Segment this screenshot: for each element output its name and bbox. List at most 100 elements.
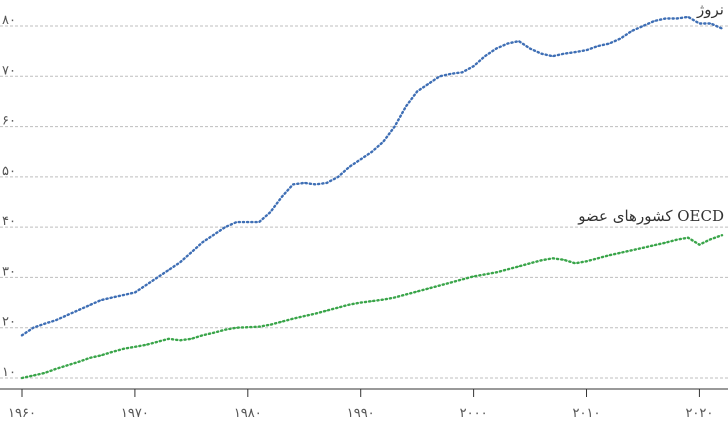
- series-1-point: [506, 268, 509, 270]
- series-0-point: [156, 276, 159, 278]
- series-1-point: [676, 239, 678, 241]
- series-0-point: [563, 53, 565, 55]
- series-0-point: [619, 38, 622, 40]
- series-1-point: [224, 329, 226, 331]
- series-0-point: [247, 221, 249, 223]
- y-tick-label: ۴۰: [2, 214, 16, 229]
- series-0-point: [77, 309, 80, 311]
- series-1-point: [710, 238, 712, 240]
- series-0-point: [664, 17, 667, 20]
- series-1-point: [698, 244, 701, 246]
- x-tick-label: ۲۰۲۰: [685, 406, 713, 421]
- y-tick-labels: ۱۰ ۲۰ ۳۰ ۴۰ ۵۰ ۶۰ ۷۰ ۸۰: [2, 13, 16, 380]
- series-1-point: [552, 257, 554, 259]
- series-1-point: [473, 275, 475, 277]
- y-tick-label: ۳۰: [2, 264, 16, 279]
- series-1-point: [55, 368, 57, 370]
- series-1-point: [348, 304, 350, 306]
- series-0-point: [21, 334, 23, 336]
- series-1-point: [156, 341, 159, 343]
- series-0-point: [676, 17, 678, 20]
- series-0-point: [427, 83, 430, 85]
- series-1-point: [518, 265, 520, 267]
- x-tick-label: ۲۰۱۰: [573, 406, 601, 421]
- y-tick-label: ۵۰: [2, 164, 16, 179]
- series-0-point: [258, 221, 260, 223]
- series-1-point: [337, 307, 339, 309]
- x-axis: ۱۹۶۰ ۱۹۷۰ ۱۹۸۰ ۱۹۹۰ ۲۰۰۰ ۲۰۱۰ ۲۰۲۰: [0, 388, 728, 421]
- series-1-point: [608, 254, 610, 256]
- series-0-point: [608, 43, 610, 45]
- series-1-point: [416, 290, 418, 293]
- series-0-point: [495, 48, 497, 50]
- series-0-point: [111, 296, 113, 299]
- series-line-0: [20, 15, 724, 337]
- series-line-1: [20, 234, 724, 380]
- series-1-point: [484, 273, 486, 275]
- series-0-point: [405, 105, 407, 108]
- series-0-point: [303, 182, 305, 184]
- series-1-point: [439, 284, 441, 287]
- series-1-point: [450, 281, 452, 284]
- series-0-point: [597, 45, 599, 47]
- series-0-point: [168, 269, 170, 271]
- series-0-point: [269, 211, 271, 213]
- y-tick-label: ۷۰: [2, 63, 16, 78]
- series-0-point: [687, 16, 689, 18]
- series-1-point: [597, 257, 599, 259]
- series-1-point: [77, 361, 80, 363]
- series-0-point: [179, 261, 181, 263]
- series-0-point: [224, 226, 226, 228]
- series-1-point: [540, 259, 543, 261]
- series-0-point: [100, 299, 102, 301]
- series-0-point: [529, 48, 531, 50]
- series-0-point: [213, 234, 215, 236]
- series-1-point: [687, 237, 689, 239]
- series-0-point: [653, 20, 655, 22]
- series-1-point: [721, 234, 723, 236]
- series-1-point: [461, 278, 463, 280]
- series-0-point: [235, 221, 238, 223]
- series-1-point: [168, 338, 170, 340]
- series-1-point: [631, 249, 633, 251]
- series-1-point: [269, 324, 271, 326]
- series-1-point: [495, 271, 497, 273]
- series-labels: نروژ کشورهای عضو OECD: [577, 1, 724, 226]
- series-1-point: [179, 339, 181, 341]
- series-0-point: [394, 126, 396, 128]
- series-1-point: [303, 315, 305, 317]
- series-1-point: [235, 327, 238, 329]
- series-0-point: [382, 141, 384, 143]
- series-1-point: [427, 287, 430, 290]
- series-1-point: [190, 338, 192, 340]
- series-1-point: [529, 262, 531, 264]
- y-tick-label: ۱۰: [2, 365, 16, 380]
- series-1-point: [111, 351, 113, 353]
- series-0-point: [55, 319, 57, 321]
- series-1-point: [134, 346, 136, 348]
- series-1-point: [574, 262, 576, 264]
- series-0-point: [631, 30, 633, 32]
- series-0-point: [190, 251, 192, 253]
- x-tick-label: ۲۰۰۰: [460, 406, 488, 421]
- series-label-0: نروژ: [696, 1, 724, 19]
- series-1-point: [258, 326, 260, 328]
- series-1-point: [653, 244, 655, 246]
- series-1-point: [44, 372, 46, 374]
- series-1-point: [382, 299, 384, 301]
- x-tick-label: ۱۹۸۰: [234, 406, 262, 421]
- series-1-point: [202, 334, 204, 336]
- series-1-point: [619, 252, 622, 254]
- series-0-point: [32, 327, 34, 329]
- series-1-point: [100, 354, 102, 356]
- series-0-point: [506, 43, 509, 45]
- series-0-point: [416, 90, 418, 92]
- series-1-point: [213, 332, 215, 334]
- series-0-point: [710, 22, 712, 25]
- series-0-point: [134, 291, 136, 294]
- series-0-point: [540, 53, 543, 55]
- series-0-point: [574, 51, 576, 53]
- series-0-point: [292, 183, 294, 185]
- series-label-1: کشورهای عضو OECD: [577, 207, 724, 225]
- series-0-point: [552, 55, 554, 57]
